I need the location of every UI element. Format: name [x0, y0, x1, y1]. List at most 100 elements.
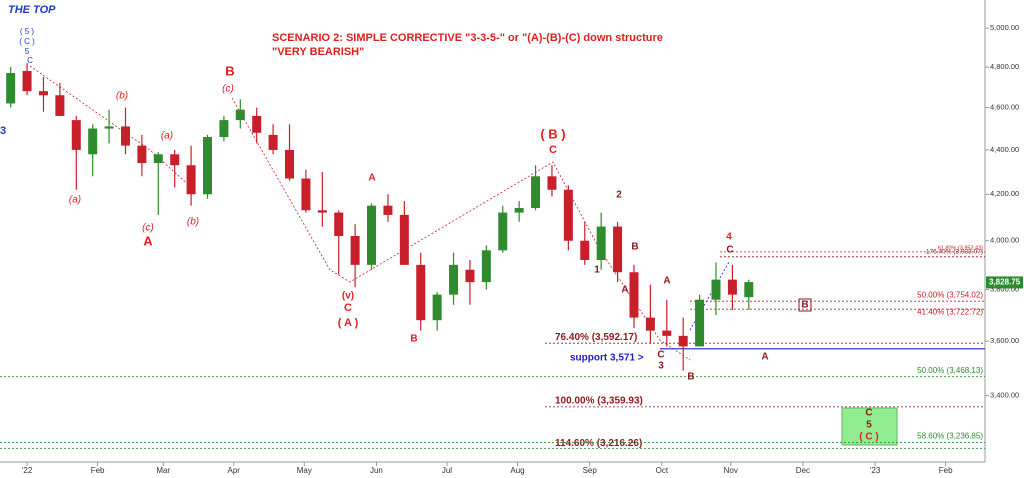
candle-body [301, 178, 311, 211]
candle-body [645, 317, 655, 331]
x-tick-label: Feb [939, 466, 953, 475]
wave-label: C [865, 408, 872, 419]
candle-body [514, 207, 524, 213]
level-label: 50.00% (3,754.02) [917, 290, 983, 299]
wave-label: (c) [142, 223, 154, 234]
wave-label: (b) [187, 217, 199, 228]
wave-label: 5 [25, 47, 30, 56]
x-tick-label: Aug [510, 466, 524, 475]
candle-body [317, 210, 327, 213]
wave-label: 5 [866, 420, 872, 431]
level-label: 58.60% (3,236.85) [917, 432, 983, 441]
y-tick-label: 4,400.00 [990, 145, 1019, 154]
y-tick-label: 5,000.00 [990, 23, 1019, 32]
y-tick-label: 3,800.00 [990, 285, 1019, 294]
candle-body [629, 272, 639, 318]
wave-label: (a) [69, 195, 81, 206]
subtitle: SCENARIO 2: SIMPLE CORRECTIVE "3-3-5-" o… [272, 32, 663, 44]
x-tick-label: Sep [583, 466, 598, 475]
wave-label: 3 [0, 125, 6, 137]
candle-body [613, 226, 623, 273]
y-tick-label: 4,600.00 [990, 103, 1019, 112]
candle-body [170, 154, 180, 166]
candle-body [55, 95, 65, 116]
wave-label: B [687, 372, 694, 383]
last-price-tag [986, 276, 1023, 289]
level-label: support 3,571 > [570, 352, 644, 363]
x-tick-label: Mar [156, 466, 170, 475]
candle-body [727, 279, 737, 295]
wave-label: C [27, 56, 33, 65]
candle-body [711, 279, 721, 300]
candle-body [6, 73, 16, 104]
candle-body [465, 269, 475, 283]
x-tick-label: Feb [91, 466, 105, 475]
candle-body [481, 250, 491, 283]
wave-label: (a) [161, 131, 173, 142]
y-tick-label: 4,800.00 [990, 62, 1019, 71]
candle-body [416, 264, 426, 321]
candle-body [695, 299, 705, 347]
wave-lines [29, 65, 691, 361]
subtitle: "VERY BEARISH" [272, 46, 364, 58]
candle-body [38, 91, 48, 96]
candle-body [563, 189, 573, 241]
wave-label: A [663, 276, 670, 287]
wave-label: C [726, 245, 733, 256]
y-tick-label: 3,600.00 [990, 336, 1019, 345]
wave-label: (v) [342, 291, 354, 302]
candle-body [531, 176, 541, 208]
level-label: 176.40% (3,933.07) [926, 249, 983, 256]
candle-body [580, 240, 590, 260]
level-label: 50.00% (3,468.13) [917, 366, 983, 375]
candle-body [235, 109, 245, 121]
y-tick-label: 4,000.00 [990, 236, 1019, 245]
chart-title: THE TOP [8, 4, 56, 16]
candle-body [547, 176, 557, 190]
candle-body [137, 145, 147, 164]
y-tick-label: 4,200.00 [990, 189, 1019, 198]
wave-label: 2 [616, 190, 622, 201]
x-tick-label: Oct [656, 466, 669, 475]
candle-body [22, 71, 32, 92]
candle-body [252, 115, 262, 133]
candle-body [186, 165, 196, 195]
candle-body [71, 120, 81, 150]
x-tick-label: Nov [724, 466, 738, 475]
candle-body [153, 154, 163, 164]
wave-label: (c) [222, 84, 234, 95]
candle-body [367, 205, 377, 265]
label-box [798, 298, 812, 312]
x-tick-label: Dec [796, 466, 810, 475]
wave-label: A [368, 173, 375, 184]
candle-body [498, 212, 508, 251]
wave-label: A [621, 285, 628, 296]
wave-label: B [801, 300, 808, 311]
wave-label: C [549, 144, 557, 156]
level-label: 114.60% (3,216.26) [555, 438, 642, 449]
level-label: 41.40% (3,722.72) [917, 307, 983, 316]
wave-label: B [410, 334, 417, 345]
x-tick-label: Jun [370, 466, 383, 475]
x-tick-label: Jul [442, 466, 452, 475]
wave-label: ( C ) [859, 432, 878, 443]
candle-body [662, 330, 672, 336]
candle-body [399, 214, 409, 265]
wave-line [231, 97, 691, 361]
candle-body [596, 226, 606, 260]
wave-label: 4 [726, 232, 732, 243]
level-label: 76.40% (3,592.17) [555, 332, 637, 343]
wave-label: (b) [116, 91, 128, 102]
candle-body [350, 235, 360, 265]
wave-label: ( B ) [540, 126, 565, 141]
wave-label: 1 [594, 265, 600, 276]
candle-body [334, 212, 344, 236]
last-price-label: 3,828.75 [989, 278, 1021, 287]
wave-label: ( A ) [338, 317, 359, 329]
wave-label: ( 5 ) [20, 27, 35, 36]
candle-body [285, 149, 295, 179]
wave-label: C [657, 350, 664, 361]
wave-label: B [631, 242, 638, 253]
x-tick-label: Apr [228, 466, 241, 475]
